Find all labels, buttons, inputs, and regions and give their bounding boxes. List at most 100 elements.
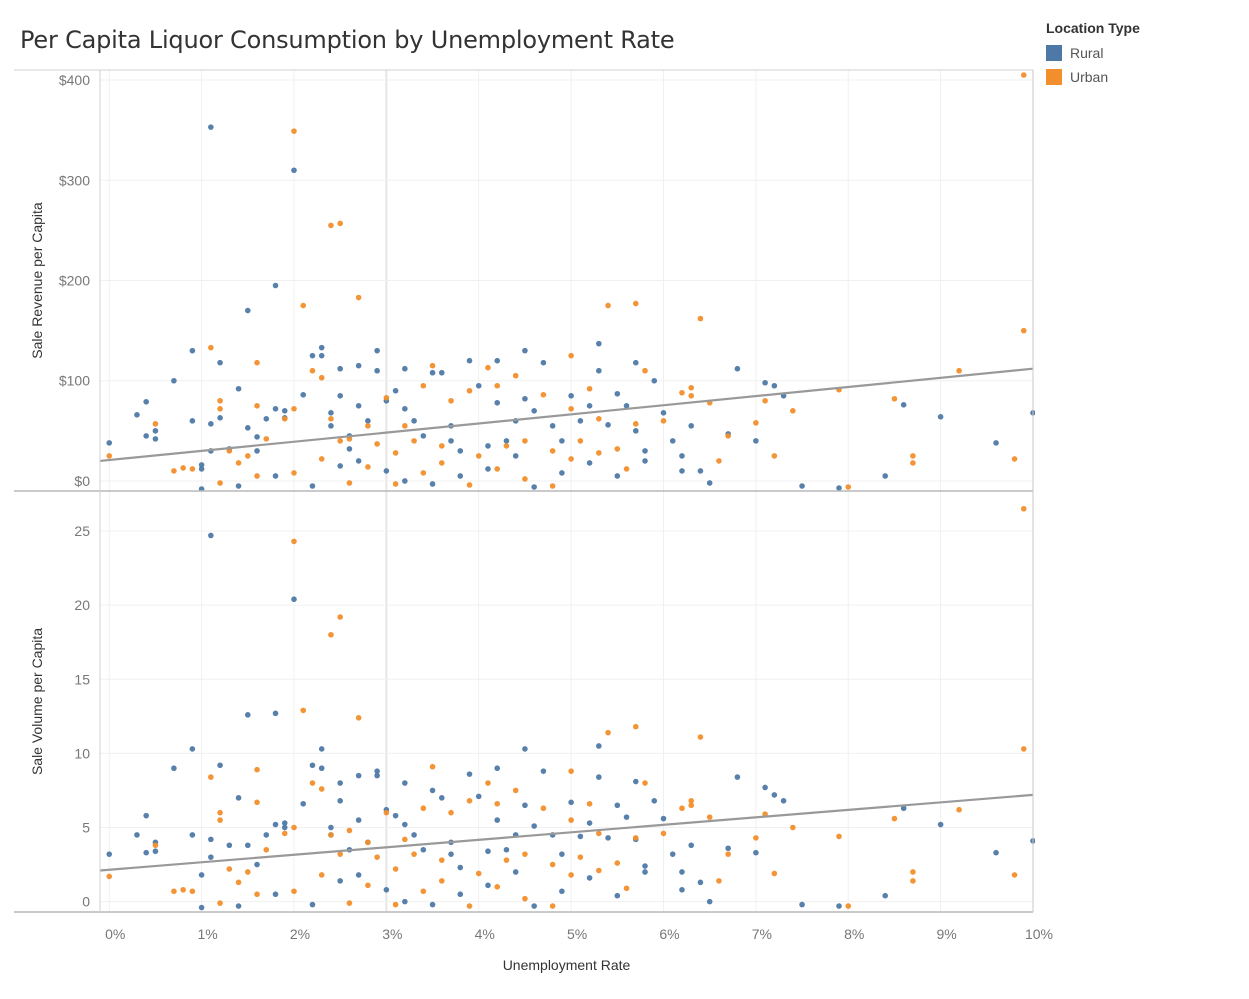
data-point-rural [559, 851, 565, 857]
data-point-rural [198, 486, 205, 491]
data-point-rural [208, 532, 214, 539]
data-point-rural [596, 774, 602, 780]
data-point-urban [420, 888, 427, 895]
data-point-urban [706, 814, 713, 820]
data-point-urban [522, 851, 528, 857]
data-point-rural [309, 352, 316, 359]
data-point-rural [374, 367, 380, 374]
data-point-rural [669, 851, 676, 857]
x-tick-label: 3% [382, 926, 402, 942]
data-point-urban [549, 903, 556, 909]
data-point-urban [337, 614, 343, 620]
data-point-urban [346, 480, 353, 486]
data-point-rural [171, 765, 177, 772]
data-point-rural [235, 483, 242, 489]
data-point-urban [171, 888, 177, 895]
data-point-urban [263, 846, 270, 853]
data-point-rural [245, 307, 251, 314]
panel-revenue: $0 $100 $200 $300 $400 Sale Revenue per Capit… [29, 72, 1035, 491]
data-point-urban [1011, 872, 1018, 878]
data-point-urban [614, 860, 621, 866]
y-axis-title: Sale Volume per Capita [29, 628, 45, 775]
data-point-urban [679, 389, 685, 396]
data-point-urban [291, 470, 297, 476]
data-point-urban [106, 873, 113, 880]
data-point-rural [993, 849, 999, 856]
data-point-rural [254, 861, 260, 868]
data-point-rural [642, 869, 648, 875]
data-point-rural [106, 440, 113, 446]
data-point-rural [263, 416, 270, 422]
data-point-urban [697, 734, 704, 740]
y-tick-label: 0 [82, 894, 90, 910]
data-point-rural [438, 369, 445, 376]
data-point-rural [328, 423, 334, 429]
data-point-rural [882, 473, 888, 479]
data-point-rural [485, 443, 491, 449]
data-point-rural [365, 418, 371, 424]
legend-item-rural[interactable]: Rural [1046, 41, 1140, 65]
y-tick-label: $200 [59, 273, 90, 289]
data-point-rural [577, 418, 584, 424]
data-point-urban [152, 842, 159, 849]
data-point-rural [171, 377, 177, 384]
data-point-rural [679, 468, 685, 474]
data-point-rural [198, 904, 205, 911]
data-point-urban [494, 800, 501, 807]
data-point-urban [512, 372, 519, 379]
data-point-rural [291, 167, 297, 174]
data-point-rural [614, 473, 621, 479]
x-tick-label: 7% [752, 926, 772, 942]
data-point-rural [134, 412, 140, 418]
data-point-rural [402, 478, 408, 484]
data-point-urban [605, 729, 611, 736]
data-point-urban [226, 448, 233, 454]
data-point-rural [503, 438, 510, 444]
data-point-rural [531, 484, 537, 490]
x-tick-label: 9% [937, 926, 957, 942]
data-point-urban [328, 832, 334, 838]
data-point-urban [438, 878, 445, 884]
data-point-urban [632, 835, 639, 841]
data-point-urban [392, 901, 399, 908]
data-point-rural [374, 768, 380, 774]
data-point-rural [651, 798, 658, 804]
data-point-urban [208, 344, 214, 351]
data-point-rural [540, 768, 547, 774]
data-point-urban [466, 903, 473, 909]
data-point-urban [448, 397, 454, 404]
data-point-rural [531, 903, 537, 909]
data-point-rural [226, 842, 233, 849]
data-point-urban [605, 302, 611, 309]
data-point-rural [771, 382, 778, 389]
data-point-rural [152, 428, 159, 434]
data-point-rural [559, 470, 565, 476]
data-point-rural [411, 832, 417, 838]
data-point-rural [780, 798, 787, 804]
data-point-urban [660, 830, 667, 837]
data-point-urban [836, 833, 842, 840]
y-axis-title: Sale Revenue per Capita [29, 202, 45, 359]
data-point-rural [586, 875, 593, 881]
data-point-urban [522, 476, 528, 482]
data-point-urban [337, 220, 343, 227]
data-point-rural [245, 842, 251, 849]
legend-item-urban[interactable]: Urban [1046, 65, 1140, 89]
data-point-rural [198, 466, 205, 472]
data-point-rural [383, 886, 390, 893]
data-point-urban [291, 406, 297, 412]
data-point-rural [485, 882, 491, 889]
data-point-rural [494, 357, 501, 364]
data-point-rural [143, 849, 149, 856]
data-point-rural [937, 821, 944, 828]
data-point-urban [549, 483, 556, 489]
data-point-rural [328, 824, 334, 831]
data-point-urban [318, 872, 325, 878]
data-point-urban [374, 854, 380, 860]
data-point-rural [494, 399, 501, 406]
data-point-rural [531, 823, 537, 829]
data-point-rural [309, 901, 316, 908]
data-point-rural [586, 460, 593, 466]
data-point-urban [328, 631, 334, 638]
